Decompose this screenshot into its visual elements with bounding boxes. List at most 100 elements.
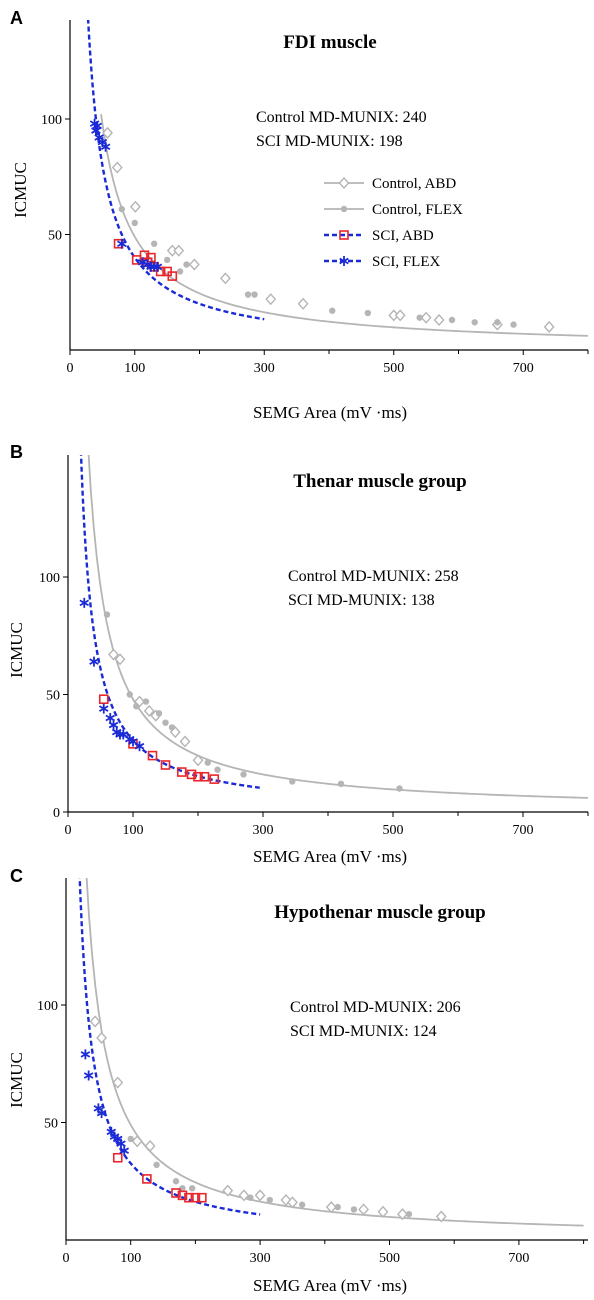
data-point-diamond bbox=[238, 1189, 250, 1202]
y-tick-label: 0 bbox=[53, 806, 60, 821]
legend-label: SCI, FLEX bbox=[372, 254, 441, 270]
data-point-dot bbox=[266, 1196, 274, 1204]
y-tick-label: 100 bbox=[37, 999, 58, 1014]
data-point-dot bbox=[251, 291, 258, 298]
x-tick-label: 0 bbox=[65, 823, 72, 838]
data-point-dot bbox=[214, 766, 221, 773]
data-point-diamond bbox=[394, 309, 406, 322]
chart-title: Hypothenar muscle group bbox=[274, 902, 486, 923]
data-point-asterisk bbox=[83, 1070, 94, 1081]
data-point-dot bbox=[204, 759, 211, 766]
md-munix-annotation: SCI MD-MUNIX: 124 bbox=[290, 1023, 437, 1040]
data-point-dot bbox=[244, 291, 252, 298]
data-point-square bbox=[167, 271, 178, 281]
data-point-asterisk bbox=[80, 1049, 91, 1060]
data-point-dot bbox=[405, 1210, 413, 1218]
data-point-dot bbox=[133, 703, 140, 710]
y-tick-label: 100 bbox=[39, 571, 60, 586]
y-axis-label: ICMUC bbox=[7, 622, 26, 678]
data-point-diamond bbox=[173, 244, 185, 257]
data-point-square bbox=[339, 230, 349, 240]
chart-panel-b: B 0 100 300 500 700 0 50 100 SEMG Area (mV ·ms) IC… bbox=[7, 442, 589, 866]
data-point-diamond bbox=[325, 1201, 337, 1214]
data-point-square bbox=[142, 1174, 152, 1184]
data-point-diamond bbox=[111, 161, 123, 174]
x-tick-label: 300 bbox=[254, 361, 275, 376]
data-point-square bbox=[209, 774, 220, 784]
y-tick-label: 50 bbox=[44, 1117, 58, 1132]
series-sci-abd bbox=[112, 1152, 207, 1203]
sci-fit-curve bbox=[78, 878, 261, 1216]
data-point-diamond bbox=[433, 313, 445, 327]
data-point-square bbox=[112, 1152, 123, 1163]
data-point-diamond bbox=[297, 297, 309, 310]
data-point-dot bbox=[448, 316, 456, 324]
panel-letter: A bbox=[10, 8, 23, 28]
data-point-asterisk bbox=[79, 597, 90, 608]
x-tick-label: 100 bbox=[124, 361, 145, 376]
data-point-asterisk bbox=[152, 261, 163, 272]
data-point-dot bbox=[240, 771, 247, 778]
plot-area bbox=[86, 20, 588, 337]
data-point-square bbox=[193, 771, 203, 782]
md-munix-annotation: Control MD-MUNIX: 206 bbox=[290, 999, 461, 1016]
data-point-square bbox=[147, 750, 158, 761]
data-point-dot bbox=[416, 314, 423, 321]
x-tick-label: 300 bbox=[253, 823, 274, 838]
data-point-diamond bbox=[219, 272, 231, 285]
x-tick-label: 700 bbox=[513, 823, 534, 838]
series-control-flex bbox=[127, 1135, 413, 1218]
data-point-dot bbox=[126, 691, 133, 698]
y-tick-label: 50 bbox=[48, 229, 62, 244]
data-point-square bbox=[190, 1192, 201, 1203]
x-tick-label: 300 bbox=[250, 1251, 271, 1266]
data-point-diamond bbox=[420, 311, 432, 324]
data-point-square bbox=[186, 769, 197, 780]
data-point-square bbox=[199, 771, 210, 782]
data-point-dot bbox=[337, 780, 345, 787]
data-point-asterisk bbox=[108, 720, 119, 731]
x-tick-label: 500 bbox=[379, 1251, 400, 1266]
data-point-dot bbox=[289, 778, 296, 785]
md-munix-annotation: SCI MD-MUNIX: 138 bbox=[288, 592, 435, 609]
data-point-dot bbox=[334, 1203, 341, 1211]
legend-label: SCI, ABD bbox=[372, 228, 434, 244]
data-point-diamond bbox=[338, 176, 350, 190]
series-control-flex bbox=[118, 205, 517, 328]
data-point-dot bbox=[150, 240, 158, 247]
panel-letter: C bbox=[10, 866, 23, 886]
data-point-dot bbox=[118, 205, 126, 213]
x-axis-label: SEMG Area (mV ·ms) bbox=[253, 1276, 407, 1295]
series-control-abd bbox=[89, 1015, 447, 1223]
data-point-dot bbox=[364, 309, 372, 317]
series-control-abd bbox=[108, 648, 204, 767]
data-point-diamond bbox=[192, 754, 204, 767]
data-point-diamond bbox=[114, 653, 126, 666]
data-point-dot bbox=[298, 1201, 306, 1208]
data-point-asterisk bbox=[96, 1108, 107, 1119]
chart-title: FDI muscle bbox=[283, 32, 376, 53]
data-point-diamond bbox=[287, 1196, 298, 1209]
data-point-asterisk bbox=[119, 1145, 130, 1156]
md-munix-annotation: Control MD-MUNIX: 258 bbox=[288, 568, 459, 585]
data-point-diamond bbox=[377, 1205, 389, 1218]
x-axis-label: SEMG Area (mV ·ms) bbox=[253, 403, 407, 422]
series-sci-abd bbox=[98, 694, 220, 784]
data-point-dot bbox=[329, 307, 336, 314]
data-point-dot bbox=[494, 319, 501, 326]
series-control-abd bbox=[102, 126, 555, 333]
data-point-asterisk bbox=[92, 120, 102, 131]
data-point-asterisk bbox=[116, 1138, 126, 1149]
data-point-diamond bbox=[96, 1031, 108, 1044]
data-point-diamond bbox=[108, 648, 119, 661]
data-point-dot bbox=[168, 724, 176, 731]
plot-area bbox=[78, 878, 584, 1227]
chart-title: Thenar muscle group bbox=[293, 471, 467, 492]
md-munix-annotation: SCI MD-MUNIX: 198 bbox=[256, 133, 403, 150]
md-munix-annotation: Control MD-MUNIX: 240 bbox=[256, 109, 427, 126]
y-axis-label: ICMUC bbox=[7, 1052, 26, 1108]
data-point-diamond bbox=[143, 704, 155, 717]
data-point-asterisk bbox=[339, 256, 349, 266]
data-point-dot bbox=[131, 219, 138, 227]
data-point-diamond bbox=[188, 258, 200, 271]
